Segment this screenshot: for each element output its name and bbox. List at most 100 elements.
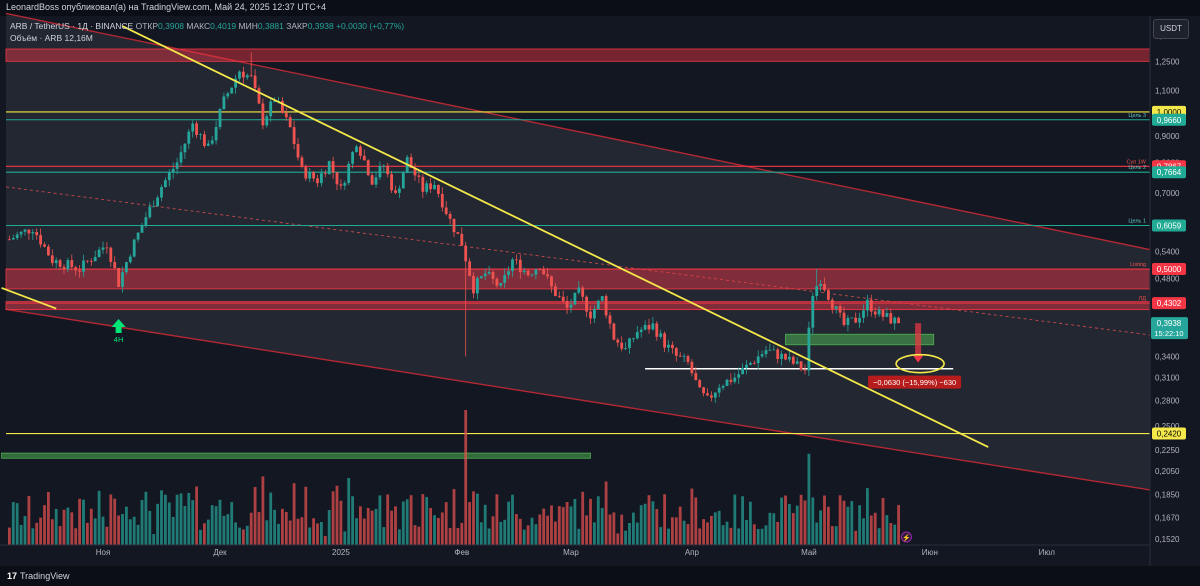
volume-bar [667, 528, 670, 545]
volume-bar [585, 515, 588, 545]
candle-body [401, 172, 405, 189]
volume-bar [292, 483, 296, 545]
candle-body [749, 362, 752, 365]
volume-bar [647, 495, 651, 545]
candle-body [842, 312, 846, 325]
time-tick-label: Апр [685, 548, 700, 557]
volume-bar [218, 499, 222, 545]
candle-body [768, 349, 772, 351]
candle-body [702, 387, 705, 394]
volume-bar [312, 518, 315, 545]
candle-body [331, 161, 335, 173]
candle-body [93, 257, 97, 262]
candle-body [249, 75, 253, 77]
volume-bar [132, 516, 136, 545]
volume-bar [737, 528, 741, 545]
candle-body [565, 301, 569, 308]
volume-bar [355, 518, 358, 545]
price-tick-label: 0,1850 [1155, 490, 1180, 499]
candle-body [593, 309, 596, 319]
candle-body [78, 270, 81, 272]
volume-bar [830, 526, 834, 545]
candle-body [862, 310, 865, 318]
volume-bar [429, 508, 432, 545]
candle-body [830, 299, 834, 309]
candle-body [308, 172, 312, 179]
volume-bar [351, 496, 354, 545]
candle-body [554, 286, 557, 296]
candle-body [89, 261, 93, 262]
candle-body [534, 269, 538, 275]
candle-body [296, 144, 300, 158]
volume-bar [710, 515, 713, 545]
green-box [785, 333, 935, 346]
candle-body [795, 361, 799, 364]
volume-bar [663, 494, 666, 545]
candle-body [210, 140, 214, 144]
candle-body [300, 157, 304, 167]
price-tick-label: 0,1670 [1155, 514, 1180, 523]
volume-bar [866, 488, 869, 545]
volume-bar [756, 528, 760, 545]
volume-bar [343, 531, 347, 545]
candle-body [491, 271, 495, 279]
candle-body [359, 146, 362, 156]
currency-button[interactable]: USDT [1153, 19, 1189, 39]
price-tag-bg [1152, 166, 1186, 179]
price-tag: 0,9660 [1157, 116, 1182, 125]
price-tick-label: 0,5400 [1155, 248, 1180, 257]
volume-bar [117, 515, 120, 545]
symbol-name[interactable]: ARB / TetherUS · 1Д · BINANCE [10, 21, 134, 31]
candle-body [281, 100, 284, 113]
volume-bar [659, 527, 663, 545]
candle-body [542, 269, 546, 275]
candle-body [343, 182, 347, 186]
candle-body [569, 304, 573, 308]
candle-body [499, 282, 503, 286]
price-tick-label: 0,3100 [1155, 373, 1180, 382]
volume-bar [23, 516, 27, 545]
volume-bar [846, 506, 850, 545]
level-note: Listing [1130, 262, 1146, 268]
green-box [1, 452, 591, 459]
price-tag-bg [1152, 113, 1186, 126]
price-tag: 0,7664 [1157, 168, 1182, 177]
candle-body [152, 206, 156, 208]
candle-body [199, 134, 202, 136]
time-axis: Ноя Дек 2025 Фев Мар Апр Май Июн Июл [0, 544, 1150, 557]
volume-bar [11, 501, 15, 545]
tradingview-logo[interactable]: 17 TradingView [7, 571, 70, 581]
price-tag: 0,6059 [1157, 221, 1182, 230]
volume-bar [838, 495, 842, 545]
candle-body [47, 246, 50, 256]
candle-body [624, 348, 627, 349]
volume-bar [183, 505, 187, 545]
volume-bar [273, 509, 276, 545]
candle-body [698, 380, 702, 388]
candle-body [518, 259, 522, 273]
candle-body [15, 234, 19, 239]
volume-bars [8, 410, 900, 545]
volume-bar [394, 506, 397, 545]
candle-body [97, 249, 101, 258]
candle-body [273, 101, 276, 103]
volume-bar [491, 516, 495, 545]
volume-bar [632, 512, 635, 545]
volume-bar [62, 509, 66, 545]
candle-body [101, 247, 105, 250]
low-value: 0,3881 [257, 21, 284, 31]
volume-label[interactable]: Объём · ARB [10, 33, 63, 43]
volume-bar [378, 495, 382, 545]
candle-body [292, 127, 296, 145]
candle-body [885, 313, 889, 317]
volume-bar [706, 522, 709, 545]
candle-body [214, 127, 218, 141]
candle-body [706, 393, 709, 396]
candle-body [483, 273, 487, 277]
candle-body [39, 235, 42, 245]
volume-bar [136, 524, 140, 545]
candle-body [460, 233, 464, 246]
volume-bar [628, 522, 631, 545]
candle-body [686, 356, 690, 362]
